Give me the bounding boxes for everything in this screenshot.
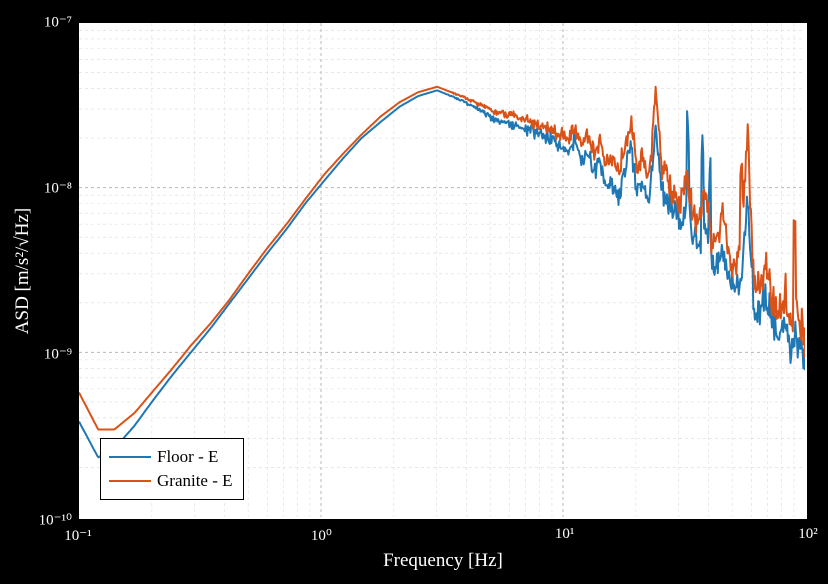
legend-swatch-granite [109,480,151,482]
legend: Floor - E Granite - E [100,438,244,500]
x-tick-label: 10² [798,526,818,543]
legend-label-floor: Floor - E [157,445,218,469]
x-axis-label: Frequency [Hz] [78,550,808,572]
x-tick-label: 10⁰ [311,526,332,545]
y-tick-label: 10⁻⁸ [2,179,72,198]
legend-swatch-floor [109,456,151,458]
legend-item-granite: Granite - E [109,469,233,493]
y-tick-label: 10⁻⁹ [2,345,72,364]
legend-label-granite: Granite - E [157,469,233,493]
y-axis-label-container: ASD [m/s²/√Hz] [10,22,36,520]
y-tick-label: 10⁻¹⁰ [2,511,72,530]
x-tick-label: 10⁻¹ [64,526,91,545]
legend-item-floor: Floor - E [109,445,233,469]
y-axis-label: ASD [m/s²/√Hz] [12,208,34,334]
y-tick-label: 10⁻⁷ [2,13,72,32]
x-tick-label: 10¹ [555,526,575,543]
